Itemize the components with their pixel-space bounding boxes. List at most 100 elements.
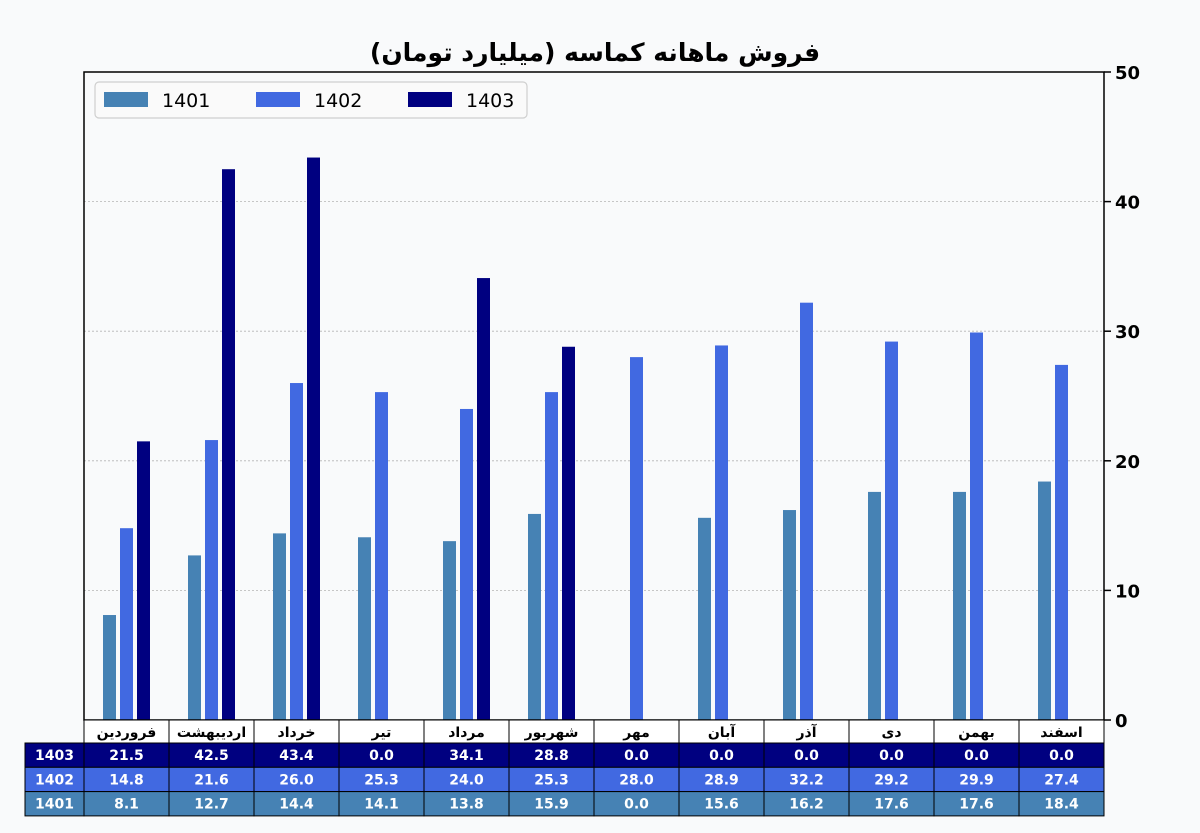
table-cell-value: 14.1 — [364, 797, 399, 813]
grid — [84, 201, 1104, 591]
table-cell-value: 25.3 — [364, 772, 399, 788]
table-cell — [933, 791, 1020, 817]
bar-1402 — [375, 392, 388, 720]
y-tick-label: 0 — [1115, 711, 1128, 732]
bar-1402 — [205, 440, 218, 720]
bar-1402 — [120, 528, 133, 720]
table-header-label: تیر — [371, 725, 392, 741]
y-axis: 0 10 20 30 40 50 — [1104, 63, 1140, 732]
plot-frame — [83, 71, 1105, 721]
table-header-label: اسفند — [1040, 725, 1082, 741]
table-cell — [593, 791, 680, 817]
table-cell — [253, 742, 340, 768]
table-cell — [933, 766, 1020, 793]
table-cell-value: 0.0 — [369, 748, 394, 764]
table-cell-value: 14.8 — [109, 772, 144, 788]
table-cell-value: 15.6 — [704, 797, 739, 813]
table-row-label: 1403 — [35, 748, 74, 764]
bar-1403 — [307, 157, 320, 720]
bar-1403 — [477, 278, 490, 720]
table-cell-value: 0.0 — [624, 748, 649, 764]
table-cell — [763, 742, 850, 768]
table-cell-value: 43.4 — [279, 748, 314, 764]
bar-1401 — [783, 510, 796, 720]
table-header-label: اردیبهشت — [177, 725, 246, 741]
table-header-label: شهریور — [524, 725, 579, 741]
table-cell-value: 29.9 — [959, 772, 994, 788]
table-cell-value: 26.0 — [279, 772, 314, 788]
table-cell — [338, 791, 425, 817]
table-header-label: دی — [881, 725, 901, 741]
table-header-label: فروردین — [97, 725, 157, 741]
bar-1402 — [460, 408, 473, 720]
table-cell-value: 0.0 — [709, 748, 734, 764]
table-cell-value: 12.7 — [194, 797, 229, 813]
bar-1401 — [528, 513, 541, 720]
table-cell-value: 27.4 — [1044, 772, 1079, 788]
table-cell — [253, 791, 340, 817]
bar-1402 — [800, 302, 813, 720]
table-header-label: بهمن — [958, 725, 994, 741]
table-header-label: آبان — [708, 723, 736, 741]
legend-swatch — [408, 92, 452, 107]
legend-swatch — [256, 92, 300, 107]
table-cell — [933, 742, 1020, 768]
table-header-label: مرداد — [448, 725, 485, 741]
table-cell-value: 25.3 — [534, 772, 569, 788]
table-row-label-cell — [24, 766, 85, 793]
table-cell — [508, 742, 595, 768]
bar-1401 — [273, 533, 286, 720]
y-tick-label: 20 — [1115, 452, 1140, 473]
table-cell-value: 0.0 — [1049, 748, 1074, 764]
bars — [103, 157, 1068, 720]
bar-1403 — [222, 169, 235, 720]
bar-1402 — [885, 341, 898, 720]
chart-title: فروش ماهانه کماسه (میلیارد تومان) — [370, 38, 820, 68]
bar-1402 — [1055, 364, 1068, 720]
table-cell-value: 17.6 — [959, 797, 994, 813]
table-cell-value: 15.9 — [534, 797, 569, 813]
y-tick-label: 50 — [1115, 63, 1140, 84]
table-cell-value: 18.4 — [1044, 797, 1079, 813]
legend-label: 1402 — [314, 90, 362, 112]
bar-1401 — [358, 537, 371, 720]
bar-1402 — [290, 383, 303, 720]
table-cell-value: 24.0 — [449, 772, 484, 788]
table-cell-value: 28.9 — [704, 772, 739, 788]
legend-label: 1403 — [466, 90, 514, 112]
bar-1402 — [715, 345, 728, 720]
y-tick-label: 30 — [1115, 322, 1140, 343]
table-cell-value: 13.8 — [449, 797, 484, 813]
bar-1403 — [562, 346, 575, 720]
table-cell-value: 21.6 — [194, 772, 229, 788]
data-table: فروردین اردیبهشت خرداد تیر مرداد شهریور مهر آبا… — [24, 719, 1105, 817]
table-cell-value: 0.0 — [879, 748, 904, 764]
table-cell — [83, 791, 170, 817]
bar-1401 — [953, 491, 966, 720]
table-header-label: خرداد — [278, 725, 316, 741]
table-cell — [848, 766, 935, 793]
table-cell — [593, 742, 680, 768]
table-cell-value: 34.1 — [449, 748, 484, 764]
bar-1401 — [1038, 481, 1051, 720]
table-cell — [508, 791, 595, 817]
bar-1402 — [545, 392, 558, 720]
table-cell-value: 28.8 — [534, 748, 569, 764]
table-header-label: مهر — [622, 725, 650, 741]
table-cell — [593, 766, 680, 793]
table-row-label-cell — [24, 791, 85, 817]
table-cell-value: 0.0 — [794, 748, 819, 764]
table-cell — [1018, 791, 1105, 817]
table-cell-value: 8.1 — [114, 797, 139, 813]
table-cell-value: 32.2 — [789, 772, 824, 788]
y-tick-label: 10 — [1115, 581, 1140, 602]
bar-1403 — [137, 441, 150, 720]
table-cell — [763, 766, 850, 793]
legend-swatch — [104, 92, 148, 107]
bar-1402 — [630, 357, 643, 720]
table-cell-value: 42.5 — [194, 748, 229, 764]
table-cell-value: 0.0 — [964, 748, 989, 764]
table-cell-value: 29.2 — [874, 772, 909, 788]
bar-1401 — [698, 517, 711, 720]
